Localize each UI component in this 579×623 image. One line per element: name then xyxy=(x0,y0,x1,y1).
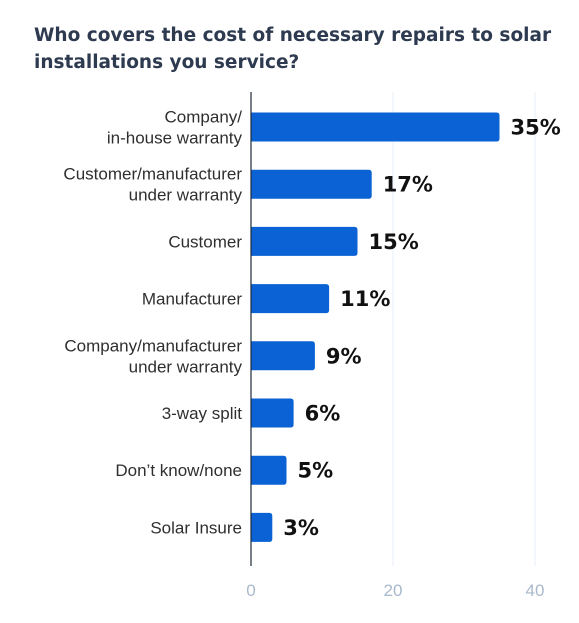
value-label-4: 9% xyxy=(326,344,362,368)
bar-5 xyxy=(251,398,294,428)
x-tick-label-2: 40 xyxy=(526,581,545,600)
bar-4 xyxy=(251,341,315,371)
value-label-1: 17% xyxy=(383,173,433,197)
category-label-2: Customer xyxy=(168,232,242,251)
chart-title: Who covers the cost of necessary repairs… xyxy=(34,25,552,73)
bar-2 xyxy=(251,226,358,256)
bar-3 xyxy=(251,284,330,314)
bar-6 xyxy=(251,455,287,485)
category-label-line: Customer/manufacturer xyxy=(63,165,242,184)
x-tick-label-1: 20 xyxy=(384,581,403,600)
category-label-3: Manufacturer xyxy=(142,290,242,309)
category-label-line: Manufacturer xyxy=(142,290,242,309)
bar-1 xyxy=(251,169,372,199)
category-label-line: 3-way split xyxy=(162,404,243,423)
category-label-line: under warranty xyxy=(129,186,243,205)
category-label-line: Company/manufacturer xyxy=(64,336,242,355)
value-label-3: 11% xyxy=(340,287,390,311)
value-label-7: 3% xyxy=(283,516,319,540)
category-label-line: Don’t know/none xyxy=(115,461,242,480)
value-label-2: 15% xyxy=(369,230,419,254)
bar-7 xyxy=(251,512,273,542)
category-label-1: Customer/manufacturer under warranty xyxy=(63,165,242,205)
category-label-line: Customer xyxy=(168,232,242,251)
category-label-line: Solar Insure xyxy=(150,518,242,537)
category-label-4: Company/manufacturer under warranty xyxy=(64,336,242,376)
category-label-line: Company/ xyxy=(165,108,243,127)
value-label-6: 5% xyxy=(298,459,334,483)
category-label-6: Don’t know/none xyxy=(115,461,242,480)
category-label-5: 3-way split xyxy=(162,404,243,423)
category-label-line: under warranty xyxy=(129,357,243,376)
category-label-7: Solar Insure xyxy=(150,518,242,537)
value-label-5: 6% xyxy=(305,402,341,426)
category-label-0: Company/in-house warranty xyxy=(107,108,243,148)
value-label-0: 35% xyxy=(511,116,561,140)
x-tick-label-0: 0 xyxy=(246,581,255,600)
bar-0 xyxy=(251,112,500,142)
category-label-line: in-house warranty xyxy=(107,129,243,148)
